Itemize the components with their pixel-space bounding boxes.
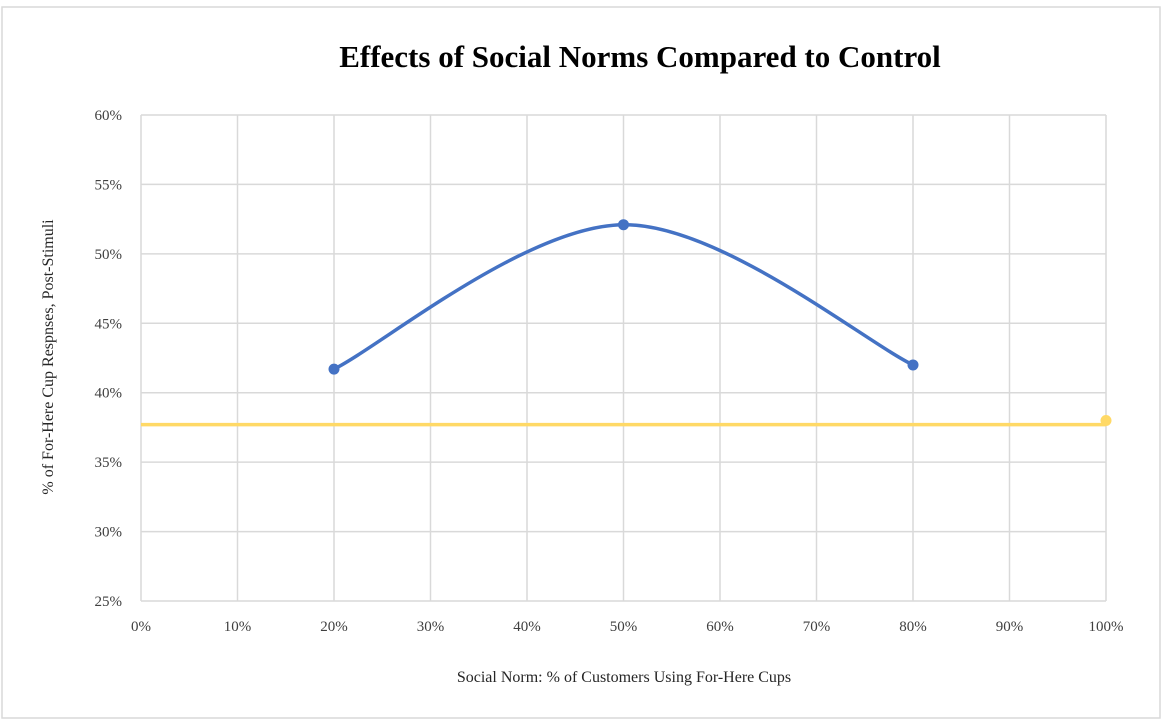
y-tick-label: 45%	[95, 316, 123, 332]
y-tick-labels: 25% 30% 35% 40% 45% 50% 55% 60%	[95, 108, 123, 610]
y-tick-label: 55%	[95, 177, 123, 193]
y-tick-label: 60%	[95, 108, 123, 124]
x-tick-labels: 0% 10% 20% 30% 40% 50% 60% 70% 80% 90% 100%	[131, 619, 1124, 635]
x-tick-label: 20%	[320, 619, 348, 635]
y-axis-title: % of For-Here Cup Respnses, Post-Stimuli	[40, 219, 57, 495]
y-tick-label: 25%	[95, 594, 123, 610]
y-tick-label: 35%	[95, 455, 123, 471]
x-axis-title: Social Norm: % of Customers Using For-He…	[457, 669, 791, 686]
grid-layer	[140, 114, 1107, 602]
social-norm-data-point	[907, 359, 919, 371]
chart-title: Effects of Social Norms Compared to Cont…	[339, 39, 941, 74]
y-tick-label: 40%	[95, 386, 123, 402]
social-norm-data-point	[618, 219, 629, 231]
x-tick-label: 30%	[417, 619, 445, 635]
x-tick-label: 100%	[1089, 619, 1124, 635]
x-tick-label: 70%	[803, 619, 831, 635]
social-norm-data-point	[328, 363, 340, 375]
x-tick-label: 10%	[224, 619, 252, 635]
x-tick-label: 90%	[996, 619, 1024, 635]
x-tick-label: 80%	[899, 619, 927, 635]
x-tick-label: 40%	[513, 619, 541, 635]
chart-area-border	[1, 6, 1161, 719]
y-tick-label: 50%	[95, 247, 123, 263]
x-tick-label: 50%	[610, 619, 638, 635]
x-tick-label: 0%	[131, 619, 151, 635]
x-tick-label: 60%	[706, 619, 734, 635]
control-data-point	[1100, 414, 1112, 426]
series-layer	[141, 219, 1112, 427]
y-tick-label: 30%	[95, 525, 123, 541]
